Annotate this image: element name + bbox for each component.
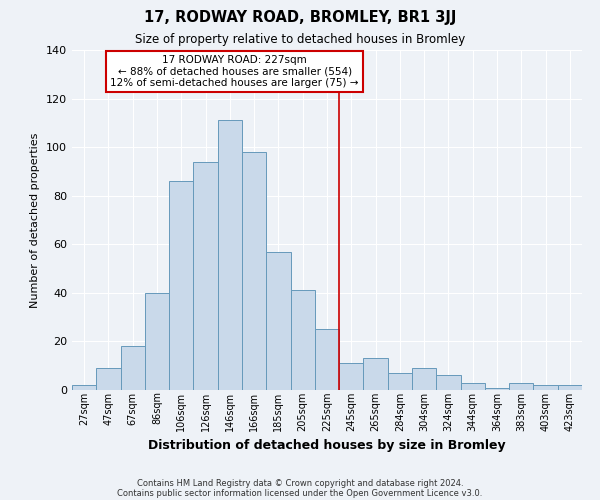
Text: Size of property relative to detached houses in Bromley: Size of property relative to detached ho…: [135, 32, 465, 46]
Bar: [218, 120, 242, 390]
Bar: [364, 358, 388, 390]
Text: Contains public sector information licensed under the Open Government Licence v3: Contains public sector information licen…: [118, 488, 482, 498]
Bar: [242, 152, 266, 390]
Bar: [509, 382, 533, 390]
X-axis label: Distribution of detached houses by size in Bromley: Distribution of detached houses by size …: [148, 439, 506, 452]
Text: 17 RODWAY ROAD: 227sqm
← 88% of detached houses are smaller (554)
12% of semi-de: 17 RODWAY ROAD: 227sqm ← 88% of detached…: [110, 55, 359, 88]
Y-axis label: Number of detached properties: Number of detached properties: [31, 132, 40, 308]
Bar: [169, 181, 193, 390]
Bar: [436, 376, 461, 390]
Text: Contains HM Land Registry data © Crown copyright and database right 2024.: Contains HM Land Registry data © Crown c…: [137, 478, 463, 488]
Bar: [315, 330, 339, 390]
Bar: [145, 293, 169, 390]
Text: 17, RODWAY ROAD, BROMLEY, BR1 3JJ: 17, RODWAY ROAD, BROMLEY, BR1 3JJ: [144, 10, 456, 25]
Bar: [193, 162, 218, 390]
Bar: [558, 385, 582, 390]
Bar: [266, 252, 290, 390]
Bar: [96, 368, 121, 390]
Bar: [290, 290, 315, 390]
Bar: [388, 373, 412, 390]
Bar: [412, 368, 436, 390]
Bar: [339, 364, 364, 390]
Bar: [485, 388, 509, 390]
Bar: [121, 346, 145, 390]
Bar: [533, 385, 558, 390]
Bar: [72, 385, 96, 390]
Bar: [461, 382, 485, 390]
